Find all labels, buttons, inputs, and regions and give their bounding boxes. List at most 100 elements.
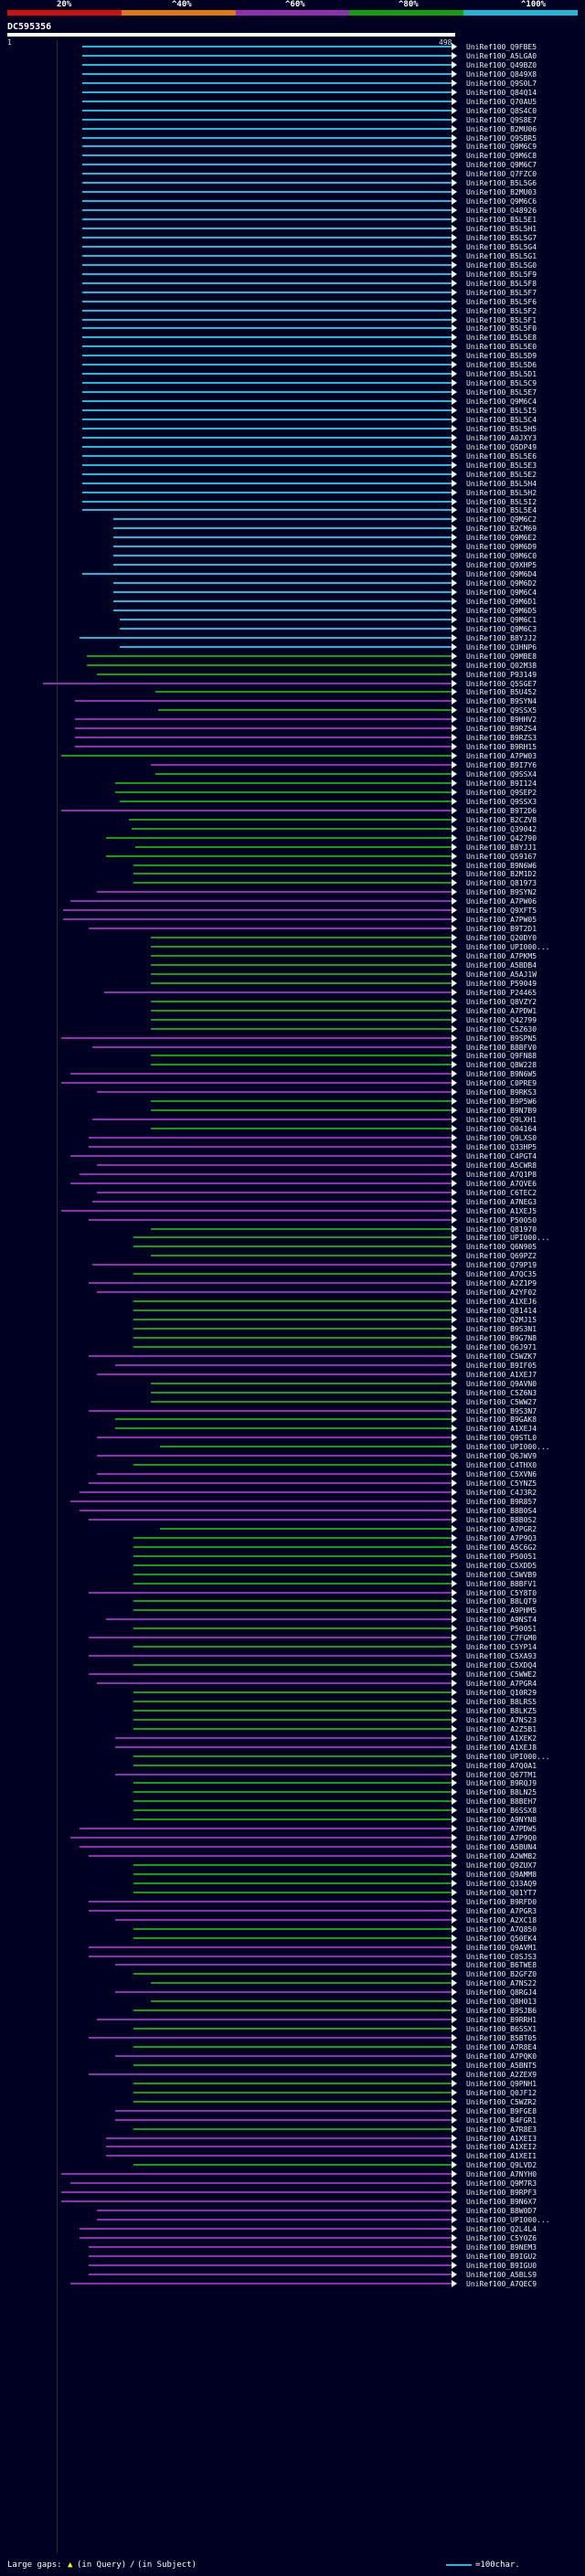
- hit-row[interactable]: UniRef100_B9IGU0: [0, 2261, 585, 2270]
- hit-label[interactable]: UniRef100_Q9S0L7: [466, 79, 537, 88]
- hit-label[interactable]: UniRef100_A7Q0A1: [466, 1761, 537, 1770]
- hit-bar[interactable]: [97, 891, 452, 894]
- hit-bar[interactable]: [88, 1482, 452, 1485]
- hit-bar[interactable]: [151, 1009, 452, 1012]
- hit-row[interactable]: UniRef100_Q67TM1: [0, 1770, 585, 1779]
- hit-label[interactable]: UniRef100_B5L5F7: [466, 288, 537, 297]
- hit-label[interactable]: UniRef100_B5L5E0: [466, 343, 537, 352]
- hit-bar[interactable]: [81, 364, 452, 366]
- hit-label[interactable]: UniRef100_UPI000...: [466, 1752, 550, 1761]
- hit-row[interactable]: UniRef100_B5L5G6: [0, 179, 585, 187]
- hit-label[interactable]: UniRef100_B9FGE8: [466, 2106, 537, 2115]
- hit-label[interactable]: UniRef100_Q9SEP2: [466, 788, 537, 797]
- hit-row[interactable]: UniRef100_B5L5E7: [0, 388, 585, 397]
- hit-bar[interactable]: [81, 463, 452, 466]
- hit-label[interactable]: UniRef100_A7NS23: [466, 1715, 537, 1724]
- hit-bar[interactable]: [119, 618, 452, 620]
- hit-label[interactable]: UniRef100_C0PRE9: [466, 1079, 537, 1088]
- hit-bar[interactable]: [133, 873, 452, 875]
- hit-bar[interactable]: [133, 2091, 452, 2094]
- hit-bar[interactable]: [88, 1909, 452, 1912]
- hit-row[interactable]: UniRef100_Q81970: [0, 1224, 585, 1234]
- hit-bar[interactable]: [79, 1172, 452, 1175]
- hit-bar[interactable]: [151, 981, 452, 984]
- hit-label[interactable]: UniRef100_B5L5G7: [466, 233, 537, 242]
- hit-label[interactable]: UniRef100_B5L5H4: [466, 479, 537, 488]
- hit-label[interactable]: UniRef100_B9IF05: [466, 1361, 537, 1370]
- hit-row[interactable]: UniRef100_A1XEI3: [0, 2134, 585, 2143]
- hit-bar[interactable]: [133, 1973, 452, 1976]
- hit-label[interactable]: UniRef100_Q9XFT5: [466, 906, 537, 916]
- hit-label[interactable]: UniRef100_C5XDD5: [466, 1561, 537, 1570]
- hit-bar[interactable]: [151, 1982, 452, 1985]
- hit-label[interactable]: UniRef100_A7PGR3: [466, 1906, 537, 1915]
- hit-label[interactable]: UniRef100_Q01YT7: [466, 1888, 537, 1897]
- hit-row[interactable]: UniRef100_Q8W228: [0, 1061, 585, 1069]
- hit-row[interactable]: UniRef100_A7P9Q0: [0, 1834, 585, 1842]
- hit-row[interactable]: UniRef100_B5L5G1: [0, 251, 585, 260]
- hit-label[interactable]: UniRef100_B2MU06: [466, 124, 537, 133]
- hit-label[interactable]: UniRef100_A7PGR2: [466, 1524, 537, 1533]
- hit-row[interactable]: UniRef100_Q8S4C0: [0, 106, 585, 115]
- hit-bar[interactable]: [81, 90, 452, 93]
- hit-label[interactable]: UniRef100_B9SYN4: [466, 697, 537, 706]
- hit-row[interactable]: UniRef100_B8W0D7: [0, 2207, 585, 2215]
- hit-bar[interactable]: [81, 263, 452, 266]
- hit-row[interactable]: UniRef100_A7QVE6: [0, 1179, 585, 1188]
- hit-label[interactable]: UniRef100_B9SPN5: [466, 1034, 537, 1043]
- hit-bar[interactable]: [151, 946, 452, 949]
- hit-bar[interactable]: [88, 1518, 452, 1521]
- hit-label[interactable]: UniRef100_Q67TM1: [466, 1770, 537, 1779]
- hit-row[interactable]: UniRef100_B5L5F7: [0, 288, 585, 297]
- hit-row[interactable]: UniRef100_B9RRH1: [0, 2016, 585, 2024]
- hit-label[interactable]: UniRef100_B9T2D1: [466, 925, 537, 934]
- hit-label[interactable]: UniRef100_A0JXY3: [466, 433, 537, 442]
- hit-label[interactable]: UniRef100_B8BFV0: [466, 1043, 537, 1052]
- hit-row[interactable]: UniRef100_Q9SSX4: [0, 770, 585, 779]
- hit-row[interactable]: UniRef100_Q9AVM1: [0, 1943, 585, 1952]
- hit-row[interactable]: UniRef100_B5L5H2: [0, 488, 585, 497]
- hit-bar[interactable]: [151, 1227, 452, 1230]
- hit-row[interactable]: UniRef100_Q8RGJ4: [0, 1988, 585, 1997]
- hit-bar[interactable]: [133, 1319, 452, 1320]
- hit-bar[interactable]: [133, 2028, 452, 2030]
- hit-bar[interactable]: [115, 781, 452, 784]
- hit-row[interactable]: UniRef100_B9N6W5: [0, 1070, 585, 1078]
- hit-row[interactable]: UniRef100_Q9M7R3: [0, 2179, 585, 2188]
- hit-label[interactable]: UniRef100_Q9M6C7: [466, 161, 537, 170]
- hit-row[interactable]: UniRef100_B6TWE8: [0, 1961, 585, 1969]
- hit-label[interactable]: UniRef100_Q9SSX4: [466, 770, 537, 779]
- hit-row[interactable]: UniRef100_B5L5H5: [0, 424, 585, 433]
- hit-label[interactable]: UniRef100_O04164: [466, 1125, 537, 1134]
- hit-bar[interactable]: [88, 2037, 452, 2040]
- hit-row[interactable]: UniRef100_Q9AMM8: [0, 1870, 585, 1879]
- hit-bar[interactable]: [81, 164, 452, 166]
- hit-row[interactable]: UniRef100_Q9FBE5: [0, 43, 585, 51]
- hit-bar[interactable]: [61, 2173, 452, 2176]
- hit-row[interactable]: UniRef100_B9RFD0: [0, 1897, 585, 1906]
- hit-bar[interactable]: [88, 1945, 452, 1948]
- hit-bar[interactable]: [133, 1582, 452, 1585]
- hit-bar[interactable]: [97, 2019, 452, 2021]
- hit-row[interactable]: UniRef100_C5XA93: [0, 1652, 585, 1660]
- hit-label[interactable]: UniRef100_Q33HP5: [466, 1142, 537, 1151]
- hit-bar[interactable]: [133, 2100, 452, 2103]
- hit-label[interactable]: UniRef100_A7NEG3: [466, 1197, 537, 1206]
- hit-row[interactable]: UniRef100_B5L5E3: [0, 461, 585, 470]
- hit-row[interactable]: UniRef100_B9RH15: [0, 743, 585, 751]
- hit-bar[interactable]: [119, 645, 452, 648]
- hit-label[interactable]: UniRef100_C0SJS3: [466, 1952, 537, 1961]
- hit-row[interactable]: UniRef100_Q9M6C2: [0, 515, 585, 524]
- hit-row[interactable]: UniRef100_C0PRE9: [0, 1079, 585, 1087]
- hit-label[interactable]: UniRef100_B2CZV8: [466, 815, 537, 824]
- hit-bar[interactable]: [133, 1309, 452, 1312]
- hit-row[interactable]: UniRef100_C5XDQ4: [0, 1661, 585, 1670]
- hit-label[interactable]: UniRef100_A5AJ1W: [466, 970, 537, 979]
- hit-bar[interactable]: [81, 182, 452, 185]
- hit-label[interactable]: UniRef100_B9P5W6: [466, 1097, 537, 1107]
- hit-label[interactable]: UniRef100_Q79P19: [466, 1261, 537, 1270]
- hit-bar[interactable]: [81, 272, 452, 275]
- hit-bar[interactable]: [81, 500, 452, 503]
- hit-label[interactable]: UniRef100_A9NST4: [466, 1616, 537, 1625]
- hit-label[interactable]: UniRef100_A2Z1P9: [466, 1279, 537, 1288]
